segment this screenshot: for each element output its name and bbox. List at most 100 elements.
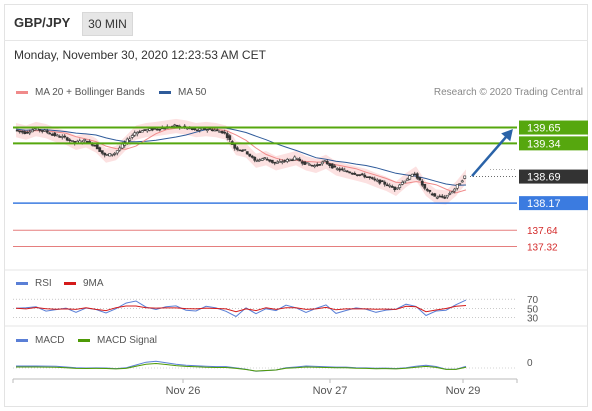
candle-body (220, 130, 224, 134)
rsi-9ma-line (15, 305, 467, 313)
candle-body (440, 195, 444, 198)
legend-label-macd: MACD (35, 335, 65, 346)
candle-body (250, 155, 254, 158)
candle-body (313, 165, 317, 167)
legend-macd-signal: MACD Signal (78, 335, 157, 346)
chart-datetime: Monday, November 30, 2020 12:23:53 AM CE… (14, 48, 266, 62)
candle-body (438, 195, 442, 198)
macd-signal-line (16, 362, 467, 372)
candle-body (433, 193, 437, 197)
candle-body (225, 133, 229, 139)
candle-body (370, 177, 374, 179)
candle-body (133, 132, 137, 136)
legend-label-rsi: RSI (35, 278, 52, 289)
candle-body (338, 168, 342, 171)
candle-body (213, 129, 217, 132)
candle-body (198, 128, 202, 131)
candle-body (38, 129, 42, 131)
candle-body (115, 150, 119, 154)
candle-body (28, 131, 32, 134)
header-divider (4, 40, 588, 41)
legend-swatch-rsi (16, 282, 28, 285)
candle-body (65, 137, 69, 141)
x-tick-label: Nov 27 (313, 385, 348, 397)
candle-body (318, 164, 322, 166)
candle-body (255, 160, 259, 163)
candle-body (240, 150, 244, 152)
candle-body (383, 181, 387, 185)
candle-body (328, 163, 332, 167)
candle-body (175, 124, 179, 127)
research-credit: Research © 2020 Trading Central (433, 87, 583, 98)
candle-body (195, 129, 199, 132)
candle-body (395, 187, 399, 190)
candle-body (353, 172, 357, 175)
legend-swatch-ma20 (16, 91, 28, 94)
candle-body (50, 134, 54, 136)
candle-body (340, 168, 344, 171)
candle-body (33, 128, 37, 131)
candle-body (210, 129, 214, 132)
candle-body (248, 153, 252, 157)
candle-body (70, 140, 74, 142)
candle-body (83, 139, 87, 141)
candle-body (140, 130, 144, 133)
candle-body (135, 132, 139, 135)
candle-body (443, 196, 447, 199)
candle-body (263, 157, 267, 159)
level-label-139.65: 139.65 (527, 123, 561, 135)
legend-rsi: RSI (16, 278, 52, 289)
level-label-137.64: 137.64 (527, 226, 558, 237)
candle-body (363, 174, 367, 178)
candle-body (93, 144, 97, 147)
candle-body (418, 177, 422, 181)
candle-body (393, 186, 397, 190)
candle-body (43, 129, 47, 132)
macd-level-label-0: 0 (527, 358, 533, 369)
candle-body (88, 141, 92, 143)
candle-body (445, 194, 449, 198)
candle-body (323, 160, 327, 163)
candle-body (330, 163, 334, 169)
candle-body (460, 180, 464, 183)
candle-body (35, 128, 39, 131)
candle-body (20, 130, 24, 133)
candle-body (298, 158, 302, 162)
candle-body (150, 128, 154, 131)
legend-ma20-bollinger: MA 20 + Bollinger Bands (16, 87, 145, 98)
candle-body (253, 156, 257, 161)
candle-body (280, 161, 284, 163)
candle-body (333, 165, 337, 168)
candle-body (343, 169, 347, 172)
candle-body (378, 179, 382, 184)
candle-body (243, 149, 247, 151)
timeframe-button[interactable]: 30 MIN (82, 12, 133, 36)
candle-body (18, 130, 22, 133)
candle-body (453, 188, 457, 192)
candle-body (348, 171, 352, 174)
candle-body (265, 158, 269, 161)
candle-body (385, 184, 389, 187)
candle-body (125, 138, 129, 144)
candle-body (48, 132, 52, 135)
legend-ma50: MA 50 (159, 87, 206, 98)
level-tag-139.34 (519, 136, 588, 151)
candle-body (143, 129, 147, 131)
candle-body (245, 151, 249, 155)
candle-body (425, 189, 429, 191)
candle-body (218, 131, 222, 133)
candle-body (435, 196, 439, 199)
candle-body (368, 176, 372, 179)
candle-body (40, 130, 44, 132)
candle-body (228, 135, 232, 140)
candle-body (408, 175, 412, 180)
ma20-line (15, 126, 467, 194)
candle-body (428, 189, 432, 192)
last-price-label: 138.69 (527, 172, 561, 184)
candle-body (335, 168, 339, 170)
candle-body (450, 191, 454, 194)
candle-body (235, 147, 239, 150)
legend-label-ma20: MA 20 + Bollinger Bands (35, 87, 145, 98)
candle-body (315, 164, 319, 166)
candle-body (118, 147, 122, 151)
